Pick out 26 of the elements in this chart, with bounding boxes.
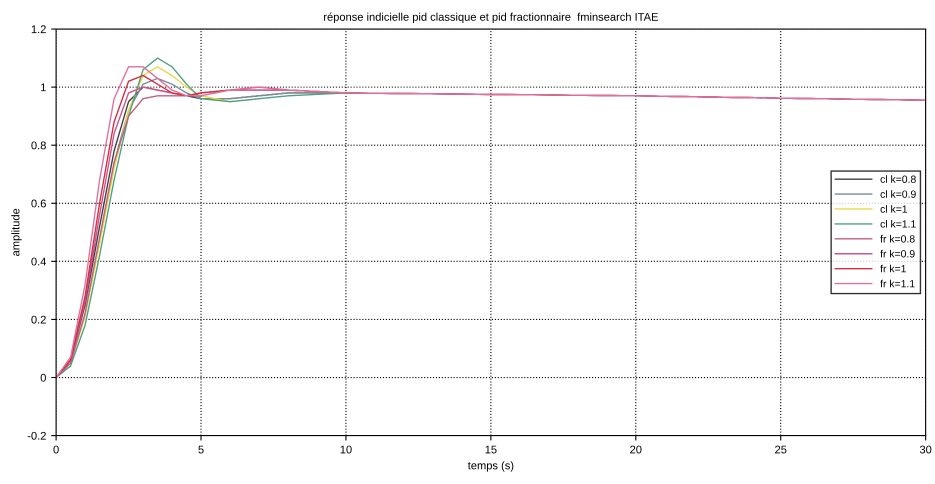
legend-label: cl k=1.1 bbox=[880, 220, 916, 228]
y-tick-label: 0.6 bbox=[31, 200, 46, 208]
legend-label: fr k=0.9 bbox=[880, 250, 915, 258]
legend-label: cl k=1 bbox=[880, 205, 908, 213]
legend-label: cl k=0.9 bbox=[880, 190, 916, 198]
y-axis-title: amplitude bbox=[11, 208, 22, 256]
legend-label: cl k=0.8 bbox=[880, 175, 916, 183]
legend-label: fr k=0.8 bbox=[880, 234, 915, 243]
x-tick-label: 25 bbox=[775, 446, 786, 454]
x-tick-label: 15 bbox=[486, 446, 497, 454]
y-tick-label: 1.2 bbox=[32, 25, 46, 34]
y-tick-label: 1 bbox=[41, 84, 46, 92]
legend-label: fr k=1 bbox=[880, 264, 906, 272]
y-tick-label: -0.2 bbox=[28, 432, 46, 440]
y-tick-label: 0.8 bbox=[31, 141, 46, 150]
y-tick-label: 0.2 bbox=[31, 316, 46, 324]
chart-title: réponse indicielle pid classique et pid fractionnaire fminsearch ITAE bbox=[324, 12, 658, 24]
x-tick-label: 5 bbox=[198, 446, 204, 454]
legend-label: fr k=1.1 bbox=[880, 280, 915, 288]
x-tick-label: 30 bbox=[920, 446, 932, 454]
x-tick-label: 20 bbox=[630, 446, 642, 454]
x-tick-label: 10 bbox=[340, 446, 352, 454]
y-tick-label: 0.4 bbox=[31, 258, 46, 266]
y-tick-label: 0 bbox=[40, 374, 46, 382]
x-axis-title: temps (s) bbox=[468, 461, 514, 472]
x-tick-label: 0 bbox=[53, 446, 59, 454]
